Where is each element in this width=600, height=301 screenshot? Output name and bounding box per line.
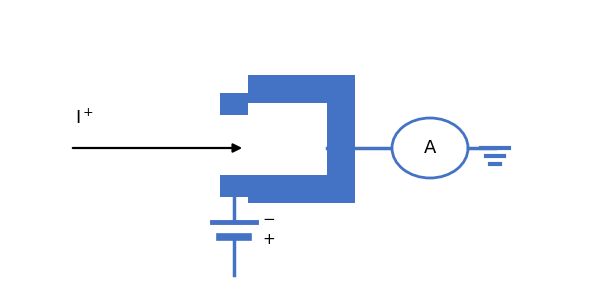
Text: I$^+$: I$^+$ [75,108,94,128]
FancyBboxPatch shape [248,75,355,103]
FancyBboxPatch shape [220,175,248,197]
FancyBboxPatch shape [327,75,355,203]
Text: +: + [262,232,275,247]
FancyBboxPatch shape [248,175,355,203]
FancyBboxPatch shape [220,93,248,115]
Text: −: − [262,213,275,228]
Text: A: A [424,139,436,157]
